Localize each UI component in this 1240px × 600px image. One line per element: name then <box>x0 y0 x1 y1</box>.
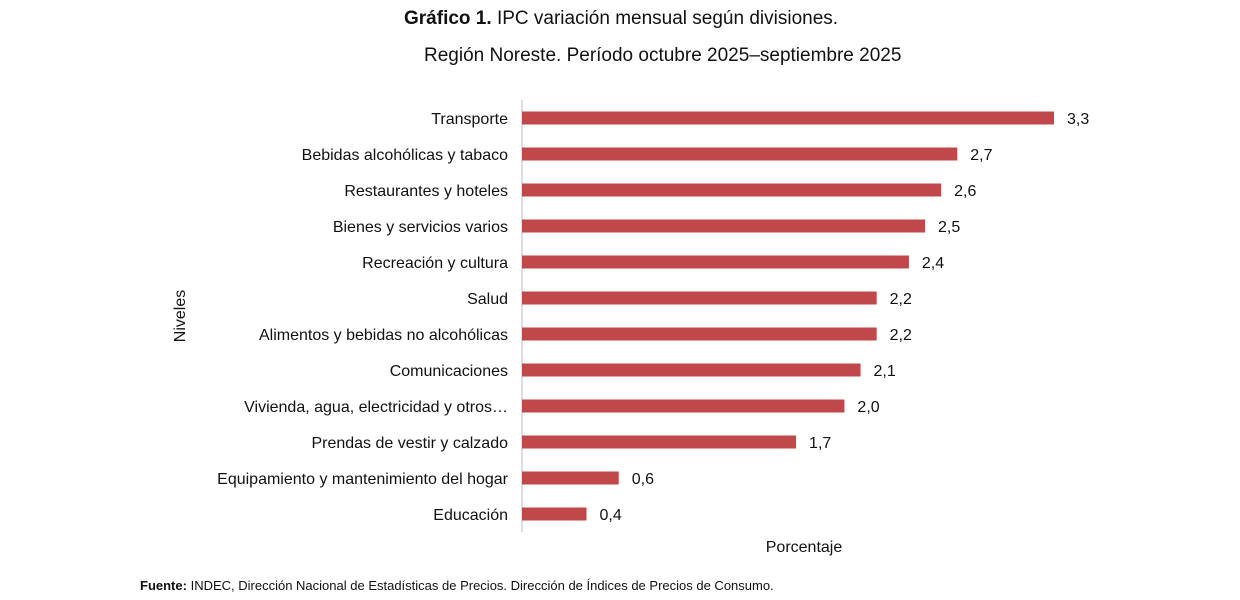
category-label: Comunicaciones <box>390 363 508 380</box>
bar <box>522 255 909 269</box>
source-note: Fuente: INDEC, Dirección Nacional de Est… <box>140 578 774 593</box>
chart-title-bold: Gráfico 1. <box>404 8 492 29</box>
category-label: Bebidas alcohólicas y tabaco <box>302 147 508 164</box>
data-label: 2,7 <box>970 147 992 164</box>
bar <box>522 183 942 197</box>
category-label: Recreación y cultura <box>362 255 508 272</box>
category-label: Salud <box>467 291 508 308</box>
bar <box>522 327 877 341</box>
category-label: Vivienda, agua, electricidad y otros… <box>244 399 508 416</box>
bar <box>522 147 958 161</box>
chart-title-text: IPC variación mensual según divisiones. <box>496 8 839 29</box>
category-label: Restaurantes y hoteles <box>344 183 508 200</box>
bar <box>522 363 861 377</box>
chart-subtitle: Región Noreste. Período octubre 2025–sep… <box>424 45 902 66</box>
source-text: INDEC, Dirección Nacional de Estadística… <box>190 578 774 593</box>
data-label: 0,4 <box>599 507 621 524</box>
x-axis-label: Porcentaje <box>766 539 843 556</box>
bar <box>522 291 877 305</box>
category-label: Alimentos y bebidas no alcohólicas <box>259 327 508 344</box>
y-axis-label: Niveles <box>172 290 189 342</box>
data-label: 0,6 <box>632 471 654 488</box>
data-label: 2,6 <box>954 183 976 200</box>
bar <box>522 435 797 449</box>
bar <box>522 219 926 233</box>
data-label: 2,0 <box>857 399 879 416</box>
data-label: 2,2 <box>890 291 912 308</box>
category-label: Bienes y servicios varios <box>333 219 508 236</box>
source-label: Fuente: <box>140 578 187 593</box>
data-label: 2,2 <box>890 327 912 344</box>
bar <box>522 399 845 413</box>
category-label: Prendas de vestir y calzado <box>311 435 508 452</box>
data-label: 2,4 <box>922 255 944 272</box>
data-label: 1,7 <box>809 435 831 452</box>
category-label: Equipamiento y mantenimiento del hogar <box>217 471 509 488</box>
data-label: 2,5 <box>938 219 960 236</box>
category-label: Transporte <box>431 111 508 128</box>
data-label: 2,1 <box>874 363 896 380</box>
bar <box>522 507 587 521</box>
data-label: 3,3 <box>1067 111 1089 128</box>
bar <box>522 471 619 485</box>
category-label: Educación <box>433 507 508 524</box>
bar <box>522 111 1054 125</box>
